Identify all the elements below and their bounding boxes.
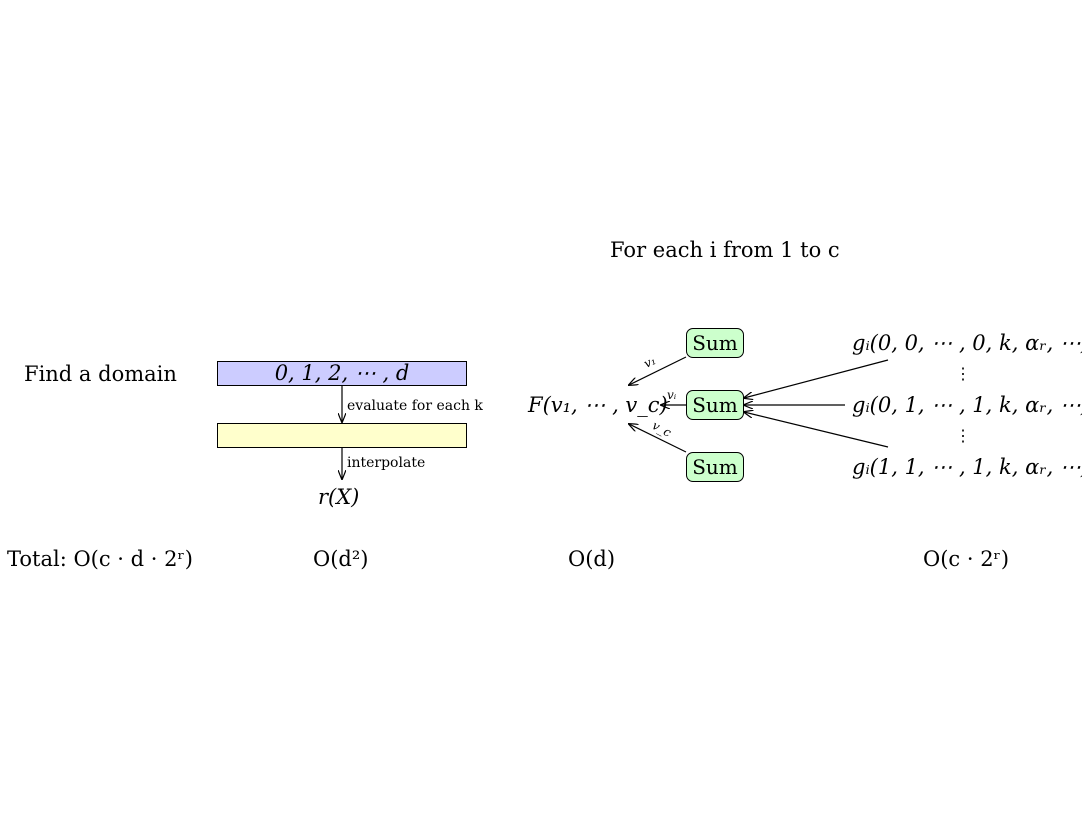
input-row1-arrow xyxy=(744,359,889,398)
edge-label-vi: vᵢ xyxy=(667,388,677,402)
result-polynomial: r(X) xyxy=(318,485,360,509)
input-row3-arrow xyxy=(744,412,889,448)
function-label: F(v₁, ⋯ , v_c) xyxy=(528,393,668,417)
input-row-3: gᵢ(1, 1, ⋯ , 1, k, αᵣ, ⋯) xyxy=(852,455,1082,479)
sum-complexity: O(d) xyxy=(568,547,616,571)
interpolation-complexity: O(d²) xyxy=(313,547,369,571)
evaluate-label: evaluate for each k xyxy=(347,398,483,414)
sum-top-to-f-arrow xyxy=(629,356,687,385)
inputs-complexity: O(c · 2ʳ) xyxy=(923,547,1010,571)
total-complexity: Total: O(c · d · 2ʳ) xyxy=(7,547,193,571)
sum-node-top: Sum xyxy=(686,328,744,358)
domain-box: 0, 1, 2, ⋯ , d xyxy=(217,361,467,386)
input-row-2: gᵢ(0, 1, ⋯ , 1, k, αᵣ, ⋯) xyxy=(852,393,1082,417)
vertical-dots-2: ⋮ xyxy=(955,426,971,445)
input-row-1: gᵢ(0, 0, ⋯ , 0, k, αᵣ, ⋯) xyxy=(852,331,1082,355)
sum-node-bottom: Sum xyxy=(686,452,744,482)
sum-bottom-to-f-arrow xyxy=(629,424,687,453)
find-domain-label: Find a domain xyxy=(24,362,177,386)
vertical-dots-1: ⋮ xyxy=(955,364,971,383)
interpolate-label: interpolate xyxy=(347,455,426,471)
sum-node-middle: Sum xyxy=(686,390,744,420)
loop-label: For each i from 1 to c xyxy=(610,238,840,262)
evaluation-box xyxy=(217,423,467,448)
